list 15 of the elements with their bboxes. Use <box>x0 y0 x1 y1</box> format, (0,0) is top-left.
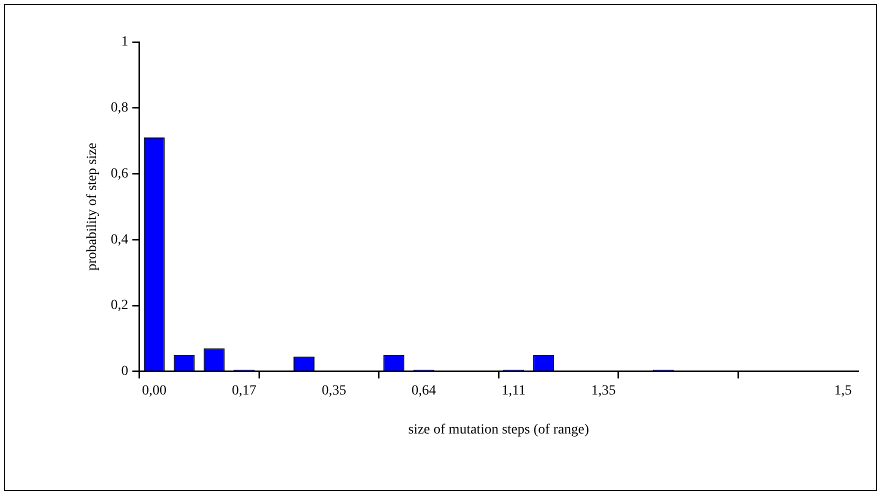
x-tick-label: 1,11 <box>502 383 526 398</box>
x-tick-label: 0,17 <box>232 383 256 398</box>
y-tick-label: 0,2 <box>110 298 128 314</box>
x-tick-label: 1,35 <box>591 383 616 398</box>
y-tick-label: 1 <box>121 34 128 50</box>
x-tick-label: 1,5 <box>834 383 852 398</box>
x-axis-title: size of mutation steps (of range) <box>408 422 590 438</box>
x-tick-label: 0,00 <box>142 383 167 398</box>
y-tick-label: 0,6 <box>110 166 128 182</box>
y-tick-label: 0,8 <box>110 100 128 116</box>
y-tick-label: 0 <box>121 364 128 380</box>
x-tick-label: 0,35 <box>322 383 346 398</box>
y-axis-title: probability of step size <box>85 142 100 271</box>
x-tick-label: 0,64 <box>412 383 436 398</box>
y-tick-label: 0,4 <box>110 232 128 248</box>
